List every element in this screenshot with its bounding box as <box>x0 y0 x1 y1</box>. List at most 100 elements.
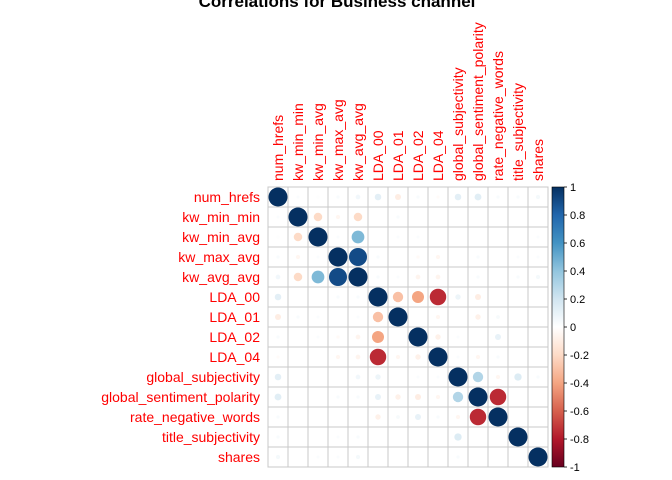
correlation-circle <box>415 354 421 360</box>
correlation-circle <box>496 255 500 259</box>
column-label: kw_min_avg <box>310 103 326 181</box>
correlation-circle <box>416 255 420 259</box>
correlation-circle <box>274 373 282 381</box>
correlation-circle <box>296 395 300 399</box>
correlation-circle <box>316 195 320 199</box>
correlation-circle <box>313 212 323 222</box>
colorbar-tick-label: -0.6 <box>570 406 589 418</box>
colorbar-tick-label: -0.4 <box>570 378 589 390</box>
column-label: kw_min_min <box>290 103 306 181</box>
correlation-circle <box>396 275 400 279</box>
correlation-circle <box>476 275 480 279</box>
correlation-circle <box>348 247 368 267</box>
correlation-circle <box>496 455 500 459</box>
correlation-circle <box>436 435 440 439</box>
correlation-circle <box>528 447 548 467</box>
colorbar-tick-label: 0.2 <box>570 294 585 306</box>
row-label: kw_min_min <box>182 209 260 225</box>
colorbar-tick-label: -0.8 <box>570 434 589 446</box>
correlation-grid <box>267 186 549 468</box>
correlation-circle <box>296 455 300 459</box>
correlation-circle <box>436 415 440 419</box>
correlation-circle <box>495 374 501 380</box>
correlation-circle <box>395 354 401 360</box>
correlation-circle <box>376 275 380 279</box>
correlation-circle <box>276 255 280 259</box>
correlation-circle <box>336 295 340 299</box>
column-label: LDA_04 <box>430 130 446 181</box>
correlation-circle <box>496 275 500 279</box>
correlation-circle <box>353 212 363 222</box>
correlation-circle <box>375 394 381 400</box>
correlation-circle <box>536 435 540 439</box>
correlation-circle <box>388 307 408 327</box>
correlation-circle <box>351 230 365 244</box>
correlation-circle <box>496 435 500 439</box>
correlation-circle <box>476 255 480 259</box>
row-label: LDA_01 <box>209 309 260 325</box>
correlation-circle <box>316 395 320 399</box>
correlation-circle <box>392 291 404 303</box>
correlation-circle <box>374 193 382 201</box>
correlation-circle <box>415 274 421 280</box>
row-label: LDA_02 <box>209 329 260 345</box>
correlation-circle <box>396 375 400 379</box>
correlation-circle <box>316 355 320 359</box>
correlation-circle <box>435 314 441 320</box>
correlation-circle <box>516 235 520 239</box>
correlation-circle <box>375 374 381 380</box>
correlation-circle <box>276 435 280 439</box>
correlation-circle <box>435 334 441 340</box>
colorbar-tick-label: 0.4 <box>570 266 585 278</box>
correlation-circle <box>275 314 281 320</box>
correlation-circle <box>288 207 308 227</box>
colorbar-tick-label: -0.2 <box>570 350 589 362</box>
correlation-circle <box>371 330 385 344</box>
correlation-circle <box>275 454 281 460</box>
correlation-circle <box>411 290 425 304</box>
column-label: num_hrefs <box>270 115 286 181</box>
correlation-circle <box>335 214 341 220</box>
correlation-circle <box>516 275 520 279</box>
correlation-circle <box>356 315 360 319</box>
row-label: num_hrefs <box>194 189 260 205</box>
correlation-circle <box>335 354 341 360</box>
correlation-circle <box>296 435 300 439</box>
correlation-circle <box>496 235 500 239</box>
correlation-circle <box>435 394 441 400</box>
correlation-circle <box>536 235 540 239</box>
correlation-circle <box>428 347 448 367</box>
correlation-circle <box>316 255 320 259</box>
correlation-circle <box>516 315 520 319</box>
correlation-circle <box>355 454 361 460</box>
correlation-circle <box>456 255 460 259</box>
correlation-circle <box>355 334 361 340</box>
correlation-circle <box>396 415 400 419</box>
correlation-circle <box>368 287 388 307</box>
correlation-circle <box>475 314 481 320</box>
correlation-circle <box>274 393 282 401</box>
correlation-circle <box>276 235 280 239</box>
correlation-circle <box>475 354 481 360</box>
correlation-circle <box>295 254 301 260</box>
correlation-circles <box>268 187 548 467</box>
column-label: shares <box>530 139 546 181</box>
correlation-circle <box>474 193 482 201</box>
correlation-circle <box>316 335 320 339</box>
correlation-circle <box>516 215 520 219</box>
correlation-circle <box>296 295 300 299</box>
column-labels: num_hrefs kw_min_min kw_min_avg kw_max_avg k… <box>270 22 546 181</box>
correlation-circle <box>436 215 440 219</box>
correlation-circle <box>348 267 368 287</box>
correlation-circle <box>456 215 460 219</box>
correlation-circle <box>316 375 320 379</box>
correlation-circle <box>456 355 460 359</box>
correlation-circle <box>296 415 300 419</box>
column-label: LDA_01 <box>390 130 406 181</box>
correlation-circle <box>336 195 340 199</box>
correlation-circle <box>496 355 500 359</box>
correlation-circle <box>516 395 520 399</box>
correlation-circle <box>336 435 340 439</box>
correlation-circle <box>452 391 464 403</box>
column-label: kw_max_avg <box>330 99 346 181</box>
